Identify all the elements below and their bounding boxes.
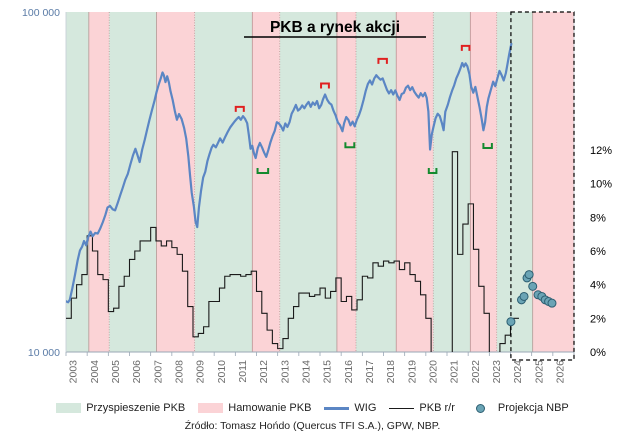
right-axis-tick-label: 10% <box>590 179 612 191</box>
x-axis-year-label: 2016 <box>343 360 355 384</box>
legend-swatch-box <box>198 403 224 413</box>
x-axis-year-labels: 2003 2004 2005 2006 2007 2008 2009 2010 2011 2012… <box>68 360 567 384</box>
trough-marker-bracket <box>256 168 270 175</box>
right-axis-tick-label: 4% <box>590 280 606 292</box>
forecast-region-box <box>510 11 575 361</box>
phase-band-brake <box>396 12 434 352</box>
right-axis-tick-label: 2% <box>590 313 606 325</box>
trough-marker-bracket <box>482 143 493 150</box>
legend-projection[interactable]: Projekcja NBP <box>468 402 569 414</box>
legend-swatch-thick-line <box>324 406 350 410</box>
legend-label: Projekcja NBP <box>497 402 569 414</box>
left-axis-labels: 100 000 10 000 <box>22 7 60 359</box>
phase-band-brake <box>156 12 195 352</box>
projection-dot-icon <box>475 403 485 413</box>
legend-swatch-thin-line <box>389 407 415 409</box>
legend-wig[interactable]: WIG <box>324 402 376 414</box>
x-axis-year-label: 2019 <box>406 360 418 384</box>
x-axis-year-label: 2004 <box>89 360 101 384</box>
right-axis-tick-label: 0% <box>590 347 606 359</box>
x-axis-year-label: 2020 <box>427 360 439 384</box>
phase-band-accelerate <box>194 12 253 352</box>
phase-band-accelerate <box>496 12 533 352</box>
x-axis-year-label: 2015 <box>322 360 334 384</box>
x-axis-year-label: 2011 <box>237 360 249 383</box>
x-axis-year-label: 2018 <box>385 360 397 384</box>
forecast-region-rect <box>510 11 575 361</box>
x-axis-year-label: 2013 <box>279 360 291 384</box>
source-note: Źródło: Tomasz Hońdo (Quercus TFI S.A.),… <box>184 420 441 432</box>
legend-swatch-box <box>56 403 82 413</box>
right-axis-tick-label: 8% <box>590 212 606 224</box>
wig-index-line <box>66 42 513 304</box>
phase-band-accelerate <box>279 12 337 352</box>
projection-dot <box>547 298 557 308</box>
chart-title: PKB a rynek akcji <box>270 19 400 36</box>
peak-marker-bracket <box>377 57 388 64</box>
x-axis-year-label: 2021 <box>449 360 461 384</box>
right-axis-tick-label: 6% <box>590 246 606 258</box>
projection-dot <box>519 291 529 301</box>
right-axis-labels: 0% 2% 4% 6% 8% 10% 12% <box>590 145 612 359</box>
x-axis-year-label: 2022 <box>470 360 482 384</box>
left-axis-tick-label: 100 000 <box>22 7 60 19</box>
x-axis-year-label: 2005 <box>110 360 122 384</box>
x-axis-year-label: 2010 <box>216 360 228 384</box>
wig-index-path <box>66 42 513 304</box>
x-axis-year-label: 2026 <box>554 360 566 384</box>
x-axis-year-label: 2023 <box>491 360 503 384</box>
left-axis-tick-label: 10 000 <box>28 347 60 359</box>
phase-band-brake <box>88 12 110 352</box>
legend-label: PKB r/r <box>419 402 455 414</box>
x-axis-year-label: 2012 <box>258 360 270 384</box>
x-axis-year-label: 2007 <box>152 360 164 384</box>
legend-label: WIG <box>354 402 377 414</box>
phase-band-accelerate <box>355 12 397 352</box>
x-axis-year-label: 2008 <box>173 360 185 384</box>
peak-trough-markers <box>234 44 493 175</box>
phase-band-accelerate <box>109 12 157 352</box>
nbp-projection-dots <box>506 270 557 327</box>
x-axis-year-label: 2017 <box>364 360 376 384</box>
legend-gdp[interactable]: PKB r/r <box>389 402 455 414</box>
peak-marker-bracket <box>320 82 330 89</box>
x-axis-year-label: 2003 <box>68 360 80 384</box>
x-axis-year-label: 2025 <box>533 360 545 384</box>
legend-swatch-dot <box>468 403 493 413</box>
gdp-yoy-step-path <box>66 151 519 352</box>
chart-legend: Przyspieszenie PKB Hamowanie PKB WIG PKB r/… <box>0 398 625 418</box>
projection-dot <box>528 281 538 291</box>
legend-label: Przyspieszenie PKB <box>86 402 186 414</box>
gdp-phase-bands <box>66 12 574 352</box>
right-axis-tick-label: 12% <box>590 145 612 157</box>
gdp-yoy-line <box>66 151 519 352</box>
trough-marker-bracket <box>427 168 438 175</box>
legend-accelerate[interactable]: Przyspieszenie PKB <box>56 402 185 414</box>
projection-dot <box>524 270 534 280</box>
peak-marker-bracket <box>460 44 471 51</box>
x-axis-year-label: 2014 <box>300 360 312 384</box>
x-axis-year-label: 2009 <box>195 360 207 384</box>
x-axis-ticks <box>65 352 575 356</box>
phase-band-accelerate <box>66 12 89 352</box>
x-axis-year-label: 2024 <box>512 360 524 384</box>
legend-brake[interactable]: Hamowanie PKB <box>198 402 311 414</box>
phase-band-brake <box>252 12 280 352</box>
trough-marker-bracket <box>344 142 356 149</box>
projection-dot <box>506 317 516 327</box>
phase-band-brake <box>336 12 356 352</box>
peak-marker-bracket <box>234 105 245 112</box>
legend-label: Hamowanie PKB <box>228 402 312 414</box>
x-axis-year-label: 2006 <box>131 360 143 384</box>
